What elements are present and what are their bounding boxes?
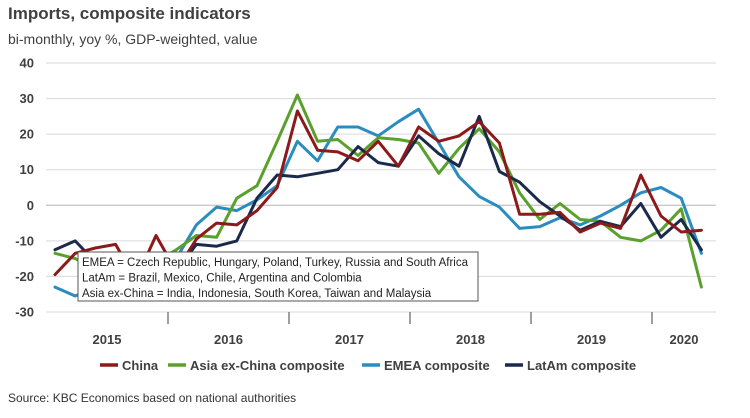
legend-label: Asia ex-China composite (190, 358, 345, 373)
y-tick-label: 10 (20, 162, 34, 177)
x-year-label: 2017 (335, 332, 364, 347)
legend-label: China (122, 358, 159, 373)
chart-title: Imports, composite indicators (8, 4, 251, 23)
x-year-label: 2015 (93, 332, 122, 347)
legend-label: EMEA composite (384, 358, 490, 373)
note-line: Asia ex-China = India, Indonesia, South … (82, 288, 432, 300)
series-line-china (53, 109, 703, 282)
y-tick-label: -30 (15, 305, 34, 320)
y-tick-label: -20 (15, 269, 34, 284)
x-year-label: 2020 (670, 332, 699, 347)
legend-label: LatAm composite (527, 358, 636, 373)
x-year-label: 2018 (456, 332, 485, 347)
y-tick-label: 40 (20, 56, 34, 71)
note-box (77, 251, 479, 302)
note-line: LatAm = Brazil, Mexico, Chile, Argentina… (82, 273, 362, 285)
x-year-label: 2016 (214, 332, 243, 347)
chart-subtitle: bi-monthly, yoy %, GDP-weighted, value (8, 31, 258, 47)
y-tick-label: 0 (27, 198, 34, 213)
y-tick-label: 20 (20, 127, 34, 142)
y-tick-label: 30 (20, 91, 34, 106)
note-line: EMEA = Czech Republic, Hungary, Poland, … (82, 257, 469, 269)
x-year-label: 2019 (577, 332, 606, 347)
source-note: Source: KBC Economics based on national … (8, 391, 297, 405)
y-tick-label: -10 (15, 233, 34, 248)
